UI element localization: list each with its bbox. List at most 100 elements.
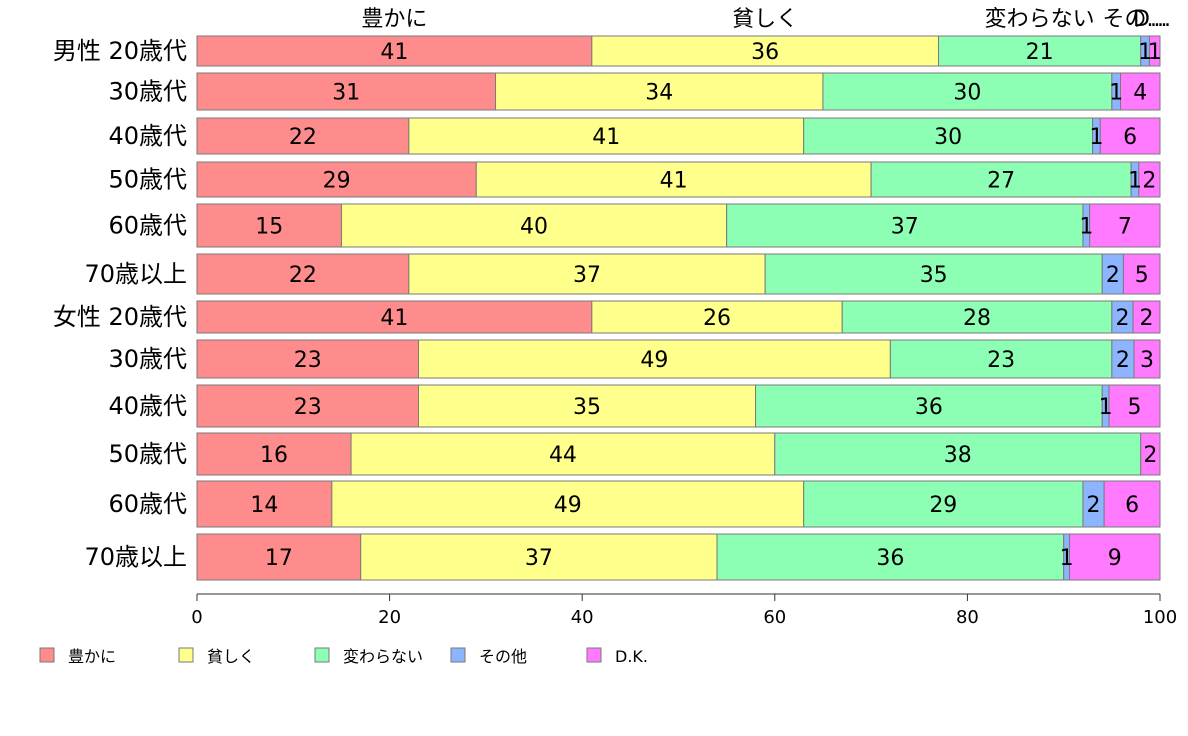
row-label: 30歳代	[108, 78, 187, 106]
bar-segment-5-row-9	[1108, 384, 1161, 428]
bar-value-label: 44	[549, 443, 577, 468]
bar-segment-3-row-1	[938, 35, 1142, 67]
bar-segment-2-row-1	[591, 35, 940, 67]
bar-value-label: 4	[1133, 81, 1147, 106]
bar-segment-2-row-11	[331, 480, 805, 528]
bar-value-label: 1	[1060, 546, 1074, 571]
bar-value-label: 5	[1135, 263, 1149, 288]
bar-value-label: 23	[294, 348, 322, 373]
bar-segment-3-row-9	[755, 384, 1103, 428]
bar-value-label: 30	[934, 125, 962, 150]
bar-value-label: 16	[260, 443, 288, 468]
bar-value-label: 1	[1148, 40, 1162, 65]
bar-segment-2-row-8	[417, 339, 891, 379]
bar-value-label: 1	[1079, 215, 1093, 240]
legend-label: 変わらない	[343, 647, 423, 666]
bar-value-label: 29	[929, 493, 957, 518]
legend-swatch	[450, 647, 466, 663]
bar-value-label: 2	[1142, 169, 1156, 194]
series-top-label: 貧しく	[732, 7, 798, 32]
legend: 豊かに 貧しく 変わらない その他 D.K.	[39, 647, 648, 666]
bar-value-label: 2	[1143, 443, 1157, 468]
top-labels-group: 豊かに 貧しく 変わらない その...D...	[361, 7, 1171, 32]
legend-label: 豊かに	[68, 647, 116, 666]
bar-value-label: 1	[1138, 40, 1152, 65]
row-label: 男性 20歳代	[53, 37, 187, 65]
bar-value-label: 1	[1099, 395, 1113, 420]
bar-value-label: 22	[289, 263, 317, 288]
bar-value-label: 6	[1125, 493, 1139, 518]
bar-segment-1-row-10	[196, 432, 352, 476]
row-label: 60歳代	[108, 212, 187, 240]
bar-value-label: 2	[1087, 493, 1101, 518]
bar-segment-1-row-5	[196, 203, 342, 248]
x-tick-label: 80	[956, 607, 979, 628]
bar-value-label: 38	[944, 443, 972, 468]
bar-value-label: 29	[323, 169, 351, 194]
bar-value-label: 28	[963, 306, 991, 331]
bar-segment-5-row-3	[1099, 117, 1161, 155]
x-tick-label: 20	[378, 607, 401, 628]
bar-segment-5-row-7	[1132, 300, 1161, 334]
bar-segment-1-row-12	[196, 533, 362, 581]
row-label: 女性 20歳代	[53, 303, 187, 331]
bar-segment-5-row-10	[1140, 432, 1161, 476]
bar-segment-3-row-4	[870, 161, 1132, 198]
bar-value-label: 37	[525, 546, 553, 571]
bar-value-label: 7	[1118, 215, 1132, 240]
bar-segment-5-row-11	[1103, 480, 1161, 528]
bar-value-label: 49	[640, 348, 668, 373]
bar-segment-5-row-8	[1133, 339, 1161, 379]
legend-swatch	[39, 647, 55, 663]
bar-value-label: 41	[592, 125, 620, 150]
bar-value-label: 26	[703, 306, 731, 331]
bar-segment-1-row-7	[196, 300, 593, 334]
bar-value-label: 49	[554, 493, 582, 518]
bar-value-label: 36	[915, 395, 943, 420]
bar-value-label: 14	[250, 493, 278, 518]
bar-value-label: 1	[1128, 169, 1142, 194]
bar-segment-3-row-12	[716, 533, 1065, 581]
bar-value-label: 37	[573, 263, 601, 288]
row-label: 50歳代	[108, 440, 187, 468]
bar-value-label: 23	[294, 395, 322, 420]
series-top-label: その...	[1103, 7, 1168, 32]
bar-segment-2-row-5	[340, 203, 728, 248]
row-label: 40歳代	[108, 392, 187, 420]
bar-value-label: 1	[1109, 81, 1123, 106]
bar-value-label: 2	[1115, 306, 1129, 331]
row-label: 30歳代	[108, 345, 187, 373]
x-tick-label: 40	[571, 607, 594, 628]
bar-segment-1-row-9	[196, 384, 419, 428]
bar-value-label: 3	[1140, 348, 1154, 373]
bar-segment-5-row-6	[1122, 253, 1161, 295]
bar-value-label: 41	[380, 306, 408, 331]
series-top-label: 豊かに	[361, 7, 427, 32]
legend-swatch	[314, 647, 330, 663]
bar-value-label: 34	[645, 81, 673, 106]
bar-segment-3-row-11	[803, 480, 1084, 528]
bar-value-label: 27	[987, 169, 1015, 194]
x-axis: 0 20 40 60 80 100	[191, 593, 1177, 628]
bar-value-label: 40	[520, 215, 548, 240]
legend-swatch	[586, 647, 602, 663]
bar-segment-1-row-11	[196, 480, 333, 528]
bar-value-label: 35	[573, 395, 601, 420]
bar-value-label: 36	[876, 546, 904, 571]
bar-value-label: 35	[920, 263, 948, 288]
bar-segment-5-row-1	[1148, 35, 1161, 67]
legend-label: その他	[479, 647, 527, 666]
bar-segment-1-row-6	[196, 253, 410, 295]
bar-segment-1-row-2	[196, 72, 497, 111]
bar-segment-1-row-4	[196, 161, 477, 198]
bar-value-label: 2	[1140, 306, 1154, 331]
row-label: 70歳以上	[84, 543, 187, 571]
bar-segment-5-row-2	[1120, 72, 1161, 111]
x-tick-label: 60	[763, 607, 786, 628]
bar-value-label: 41	[660, 169, 688, 194]
bar-segment-5-row-5	[1089, 203, 1161, 248]
bar-value-label: 2	[1116, 348, 1130, 373]
bar-segment-2-row-2	[495, 72, 824, 111]
